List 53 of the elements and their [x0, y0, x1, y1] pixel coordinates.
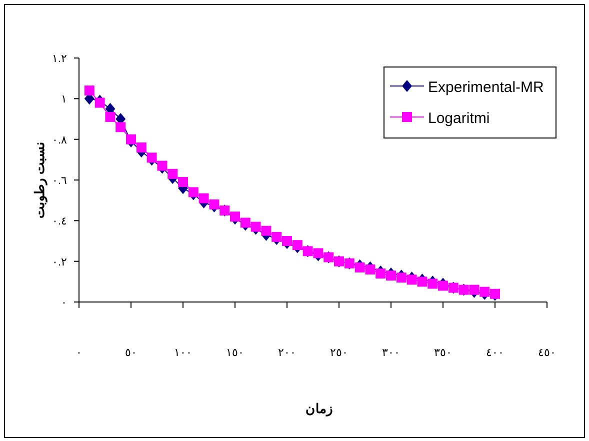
- point: [386, 270, 396, 281]
- x-axis-title: زمان: [306, 401, 332, 417]
- point: [168, 168, 178, 179]
- y-tick-label: ١: [61, 94, 67, 106]
- point: [406, 274, 417, 285]
- point: [272, 232, 282, 242]
- point: [365, 264, 376, 274]
- point: [261, 226, 272, 236]
- point: [376, 268, 386, 279]
- point: [136, 142, 146, 152]
- point: [116, 122, 126, 132]
- y-tick-label: ٠.٢: [52, 256, 67, 268]
- point: [428, 278, 438, 289]
- legend-label: Logaritmi: [428, 110, 490, 127]
- x-tick-label: ١٥٠: [226, 347, 244, 359]
- point: [157, 160, 168, 171]
- y-tick-label: ٠: [61, 297, 67, 309]
- x-tick-label: ٤٥٠: [538, 347, 556, 359]
- point: [198, 193, 209, 204]
- point: [480, 286, 490, 297]
- point: [105, 112, 116, 122]
- x-tick-label: ٣٥٠: [434, 347, 452, 359]
- point: [396, 272, 406, 283]
- point: [240, 218, 250, 228]
- x-tick-label: ٥٠: [125, 347, 137, 359]
- point: [417, 276, 428, 287]
- point: [438, 280, 448, 291]
- x-tick-label: ٢٠٠: [278, 347, 296, 359]
- y-tick-label: ٠.٨: [52, 134, 67, 146]
- point: [188, 187, 198, 198]
- y-tick-label: ١.٢: [52, 53, 67, 65]
- point: [292, 240, 302, 250]
- y-tick-label: ٠.٦: [52, 175, 67, 187]
- point: [469, 284, 480, 295]
- point: [313, 248, 324, 258]
- x-tick-label: ١٠٠: [174, 347, 192, 359]
- point: [146, 152, 157, 163]
- legend-label: Experimental-MR: [428, 79, 544, 96]
- x-tick-label: ٢٥٠: [330, 347, 348, 359]
- point: [126, 134, 136, 144]
- y-tick-label: ٠.٤: [52, 216, 67, 228]
- x-tick-label: ٠: [76, 347, 82, 359]
- point: [230, 212, 240, 222]
- point: [282, 236, 292, 246]
- y-axis-title: نسبت رطوبت: [32, 142, 48, 218]
- point: [250, 222, 261, 232]
- point: [84, 86, 94, 96]
- point: [209, 199, 220, 210]
- x-tick-label: ٤٠٠: [486, 347, 504, 359]
- point: [94, 98, 105, 108]
- x-tick-label: ٣٠٠: [382, 347, 400, 359]
- point: [178, 177, 188, 188]
- point: [354, 262, 365, 272]
